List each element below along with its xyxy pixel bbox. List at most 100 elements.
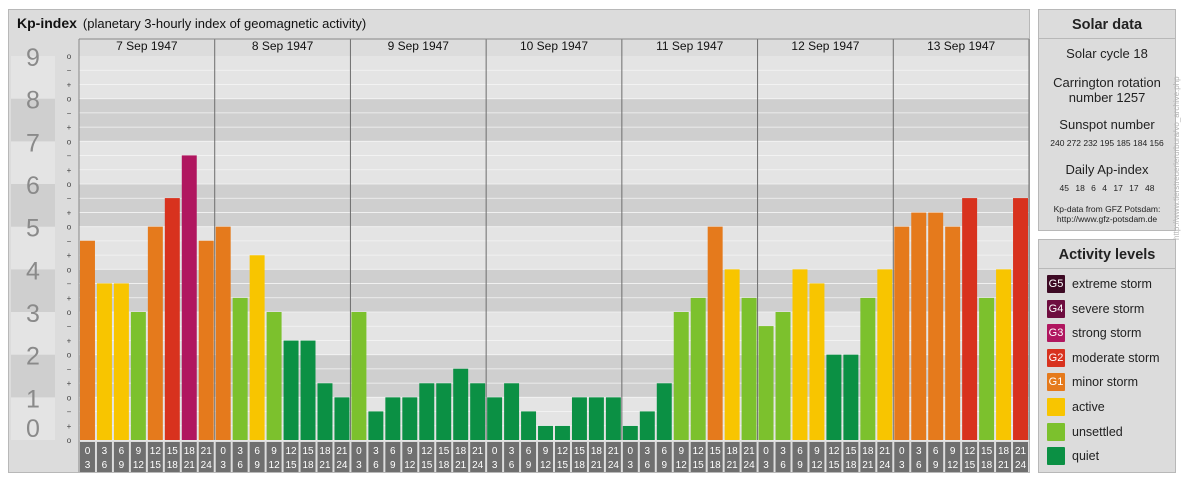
interval-box (724, 442, 740, 472)
interval-start-label: 15 (302, 446, 314, 457)
day-label: 9 Sep 1947 (388, 39, 450, 53)
interval-end-label: 9 (119, 460, 125, 471)
y-band (11, 226, 55, 270)
interval-end-label: 3 (492, 460, 498, 471)
chart-header: Kp-index (planetary 3-hourly index of geo… (17, 15, 366, 31)
interval-end-label: 24 (336, 460, 348, 471)
interval-start-label: 9 (407, 446, 413, 457)
kp-bar (724, 269, 740, 440)
interval-start-label: 9 (678, 446, 684, 457)
day-label: 10 Sep 1947 (520, 39, 588, 53)
kp-bar (266, 312, 282, 440)
interval-box (334, 442, 350, 472)
y-tick-label: 7 (26, 129, 40, 157)
interval-end-label: 9 (254, 460, 260, 471)
legend-swatch: G3 (1047, 324, 1065, 343)
interval-end-label: 15 (421, 460, 433, 471)
kp-bar (690, 297, 706, 440)
kp-bar (419, 383, 435, 440)
sub-tick: + (67, 336, 72, 345)
y-band (11, 269, 55, 312)
activity-levels-title: Activity levels (1058, 247, 1156, 263)
interval-box (928, 442, 944, 472)
interval-box (113, 442, 129, 472)
interval-start-label: 3 (509, 446, 515, 457)
sub-tick: o (67, 265, 72, 274)
interval-start-label: 12 (828, 446, 840, 457)
interval-start-label: 18 (591, 446, 603, 457)
interval-end-label: 21 (184, 460, 196, 471)
interval-start-label: 9 (136, 446, 142, 457)
interval-end-label: 12 (404, 460, 416, 471)
kp-bar (96, 283, 112, 440)
kp-bar (656, 383, 672, 440)
interval-start-label: 21 (201, 446, 213, 457)
kp-bar (860, 297, 876, 440)
chart-title: Kp-index (17, 15, 77, 31)
interval-box (266, 442, 282, 472)
kp-bar (843, 354, 859, 440)
interval-end-label: 15 (693, 460, 705, 471)
interval-end-label: 9 (661, 460, 667, 471)
kp-bar (605, 397, 621, 440)
interval-start-label: 18 (184, 446, 196, 457)
kp-bar (707, 226, 723, 440)
carrington-line-2: number 1257 (1068, 90, 1146, 105)
kp-bar (249, 255, 265, 440)
interval-box (368, 442, 384, 472)
interval-start-label: 0 (899, 446, 905, 457)
kp-bar (232, 297, 248, 440)
watermark-url: http://www.tierstreuerlerurbura/vo_archi… (1172, 76, 1181, 240)
interval-start-label: 0 (763, 446, 769, 457)
interval-start-label: 0 (85, 446, 91, 457)
legend-swatch: G1 (1047, 373, 1065, 392)
interval-start-label: 12 (964, 446, 976, 457)
interval-end-label: 24 (472, 460, 484, 471)
sub-tick: o (67, 223, 72, 232)
interval-end-label: 24 (201, 460, 213, 471)
kp-bar (1013, 198, 1028, 440)
interval-start-label: 0 (628, 446, 634, 457)
solar-cycle: Solar cycle 18 (1066, 46, 1148, 61)
source-line-2[interactable]: http://www.gfz-potsdam.de (1056, 214, 1158, 224)
interval-end-label: 3 (356, 460, 362, 471)
interval-end-label: 9 (390, 460, 396, 471)
sub-tick: + (67, 166, 72, 175)
interval-box (538, 442, 553, 472)
interval-start-label: 21 (879, 446, 891, 457)
interval-start-label: 15 (438, 446, 450, 457)
sunspot-title: Sunspot number (1059, 117, 1155, 132)
interval-box (453, 442, 469, 472)
kp-bar (453, 368, 469, 440)
interval-end-label: 24 (1015, 460, 1027, 471)
interval-box (147, 442, 163, 472)
interval-box (283, 442, 299, 472)
interval-start-label: 15 (574, 446, 586, 457)
y-tick-label: 8 (26, 87, 40, 115)
interval-end-label: 9 (526, 460, 532, 471)
legend-swatch: G5 (1047, 275, 1065, 293)
interval-box (996, 442, 1012, 472)
interval-end-label: 18 (710, 460, 722, 471)
band (79, 141, 1029, 184)
interval-box (436, 442, 452, 472)
kp-bar (555, 425, 570, 440)
interval-box (504, 442, 520, 472)
kp-bar (436, 383, 452, 440)
kp-bar (945, 226, 961, 440)
sub-tick: o (67, 393, 72, 402)
interval-end-label: 12 (269, 460, 281, 471)
kp-bar (775, 312, 791, 440)
kp-bar (911, 212, 927, 440)
kp-bar (622, 425, 638, 440)
interval-start-label: 18 (862, 446, 874, 457)
kp-bar (877, 269, 893, 440)
interval-box (385, 442, 401, 472)
legend-swatch: G2 (1047, 348, 1065, 367)
sub-tick: + (67, 123, 72, 132)
solar-data-title: Solar data (1071, 17, 1143, 33)
interval-start-label: 0 (356, 446, 362, 457)
interval-box (962, 442, 978, 472)
interval-end-label: 21 (319, 460, 331, 471)
kp-bar-chart: 0123456789o+−o+−o+−o+−o+−o+−o+−o+−o+−o7 … (11, 38, 1030, 472)
